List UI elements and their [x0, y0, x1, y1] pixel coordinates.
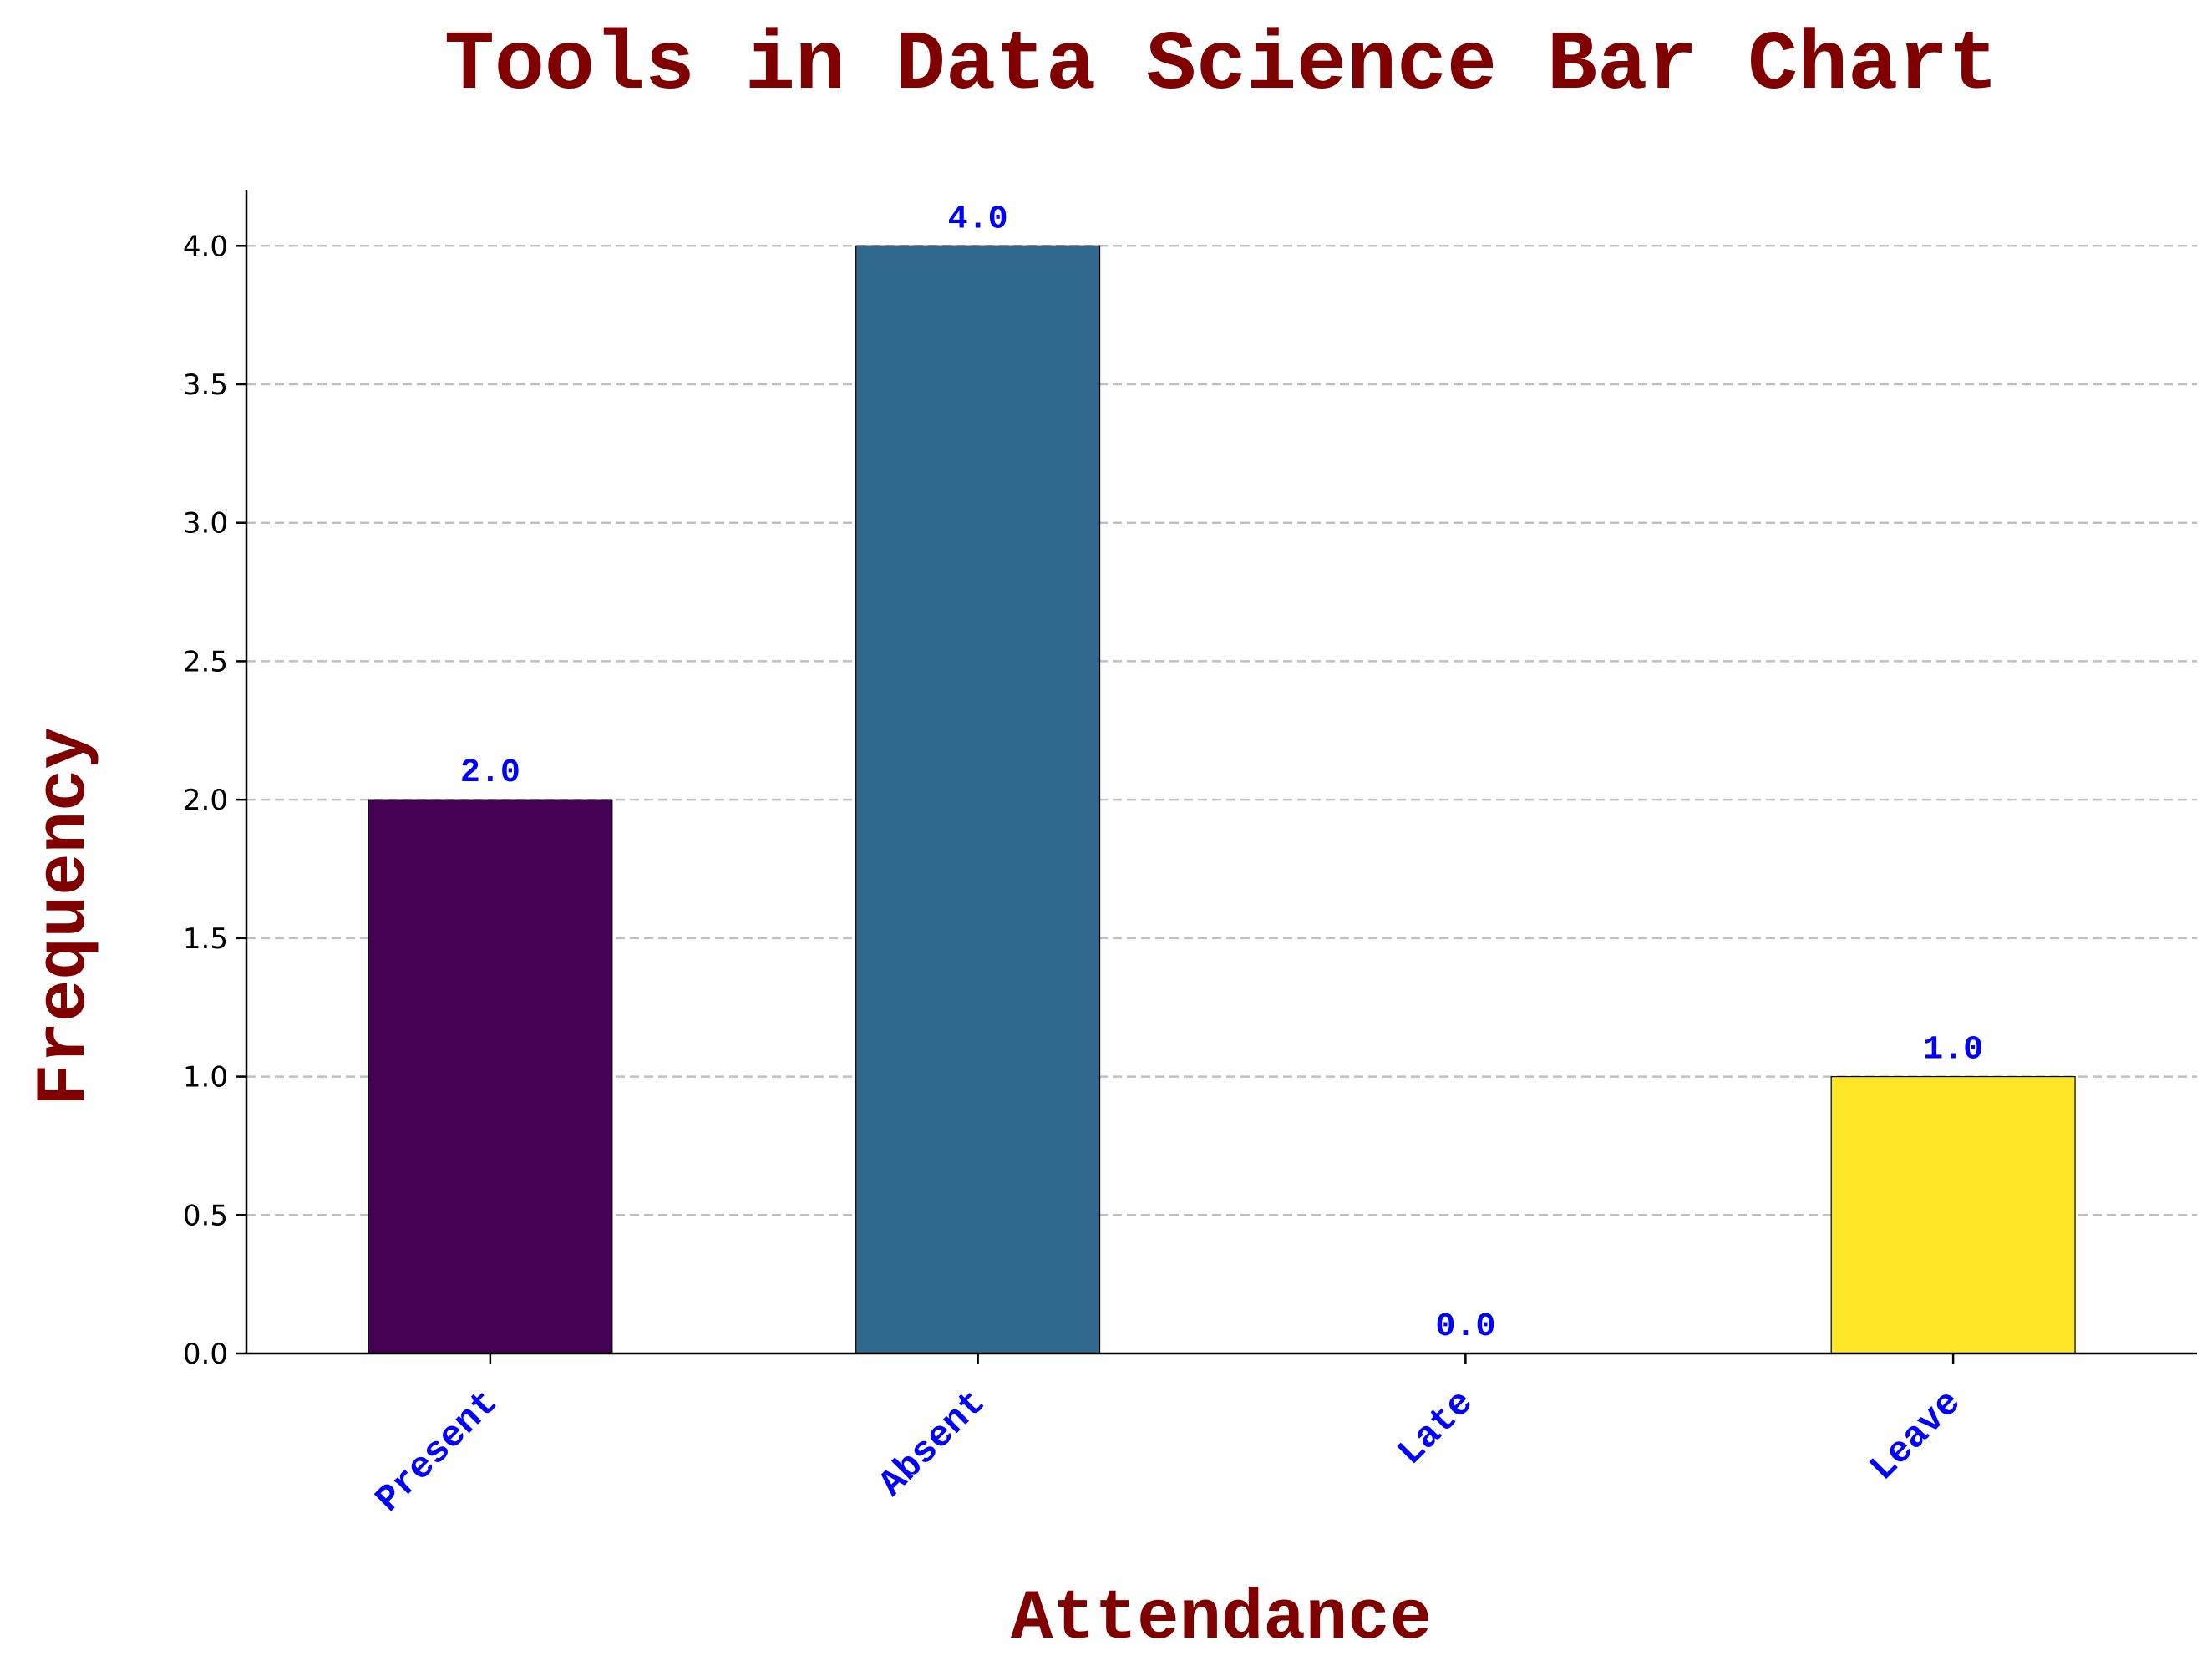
chart-title: Tools in Data Science Bar Chart	[444, 19, 1998, 114]
y-tick-label: 1.0	[183, 1061, 228, 1094]
bar-leave	[1830, 1075, 2076, 1354]
y-tick-label: 3.5	[183, 368, 228, 402]
data-label-leave: 1.0	[1923, 1032, 1983, 1069]
data-label-absent: 4.0	[948, 201, 1008, 238]
y-tick-label: 3.0	[183, 507, 228, 541]
x-tick-label-late: Late	[1390, 1383, 1482, 1475]
y-tick-label: 1.5	[183, 922, 228, 956]
data-labels: 2.0 4.0 0.0 1.0	[460, 201, 1983, 1346]
x-tick-label-present: Present	[368, 1383, 507, 1521]
x-tick-label-leave: Leave	[1862, 1383, 1970, 1491]
y-tick-label: 0.0	[183, 1338, 228, 1371]
bar-present	[368, 799, 613, 1354]
x-axis-title: Attendance	[1011, 1580, 1432, 1659]
y-tick-label: 2.5	[183, 645, 228, 678]
data-label-late: 0.0	[1435, 1308, 1495, 1346]
y-tick-label: 2.0	[183, 784, 228, 817]
y-tick-label: 0.5	[183, 1199, 228, 1232]
data-label-present: 2.0	[460, 754, 520, 792]
bars	[368, 245, 2076, 1354]
x-tick-label-absent: Absent	[871, 1383, 994, 1506]
bar-absent	[855, 245, 1101, 1354]
y-axis-title: Frequency	[26, 727, 105, 1106]
y-tick-label: 4.0	[183, 230, 228, 263]
